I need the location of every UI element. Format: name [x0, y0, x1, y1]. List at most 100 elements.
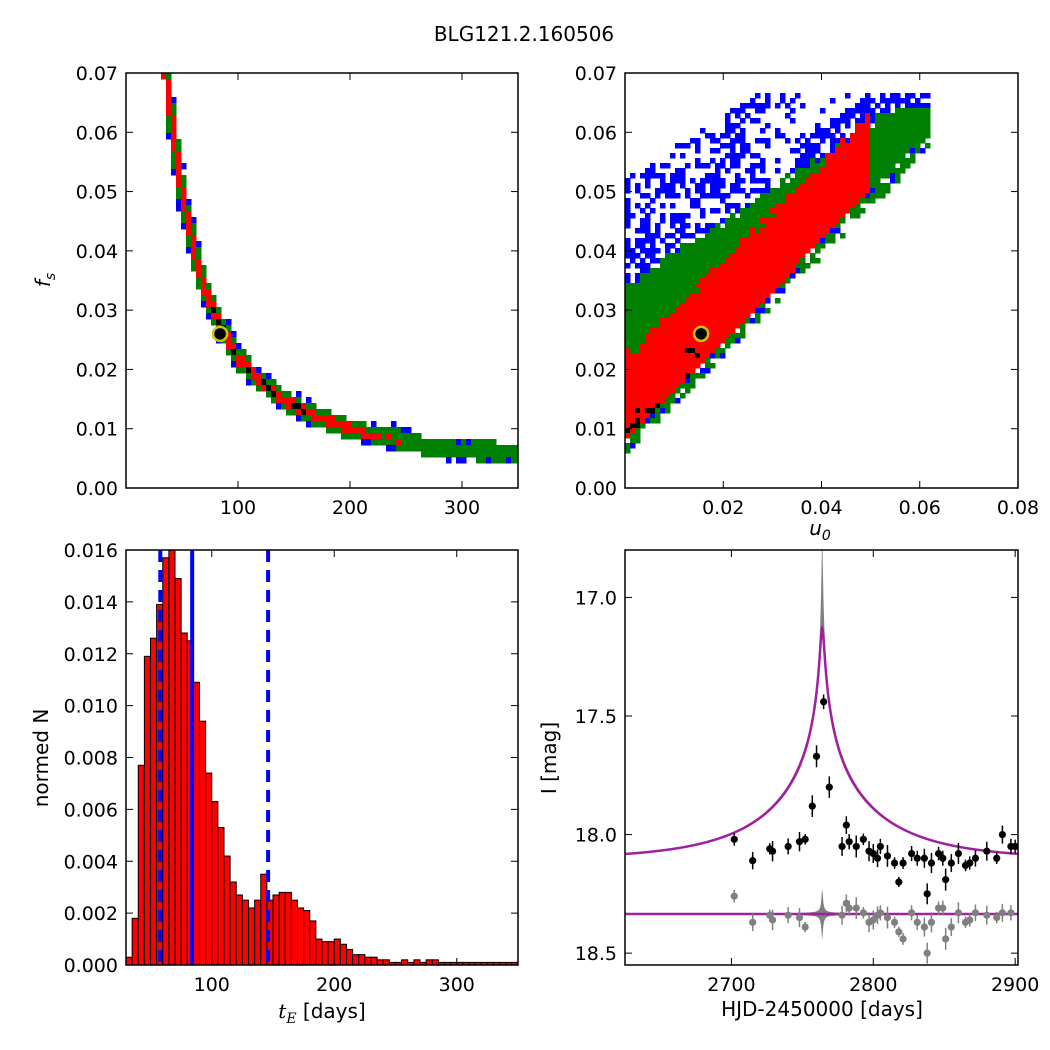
heatmap-cell — [650, 413, 656, 419]
histogram-bar — [327, 941, 335, 965]
heatmap-cell — [875, 143, 881, 149]
heatmap-cell — [640, 383, 646, 389]
heatmap-cell — [735, 333, 741, 339]
heatmap-cell — [695, 353, 701, 359]
heatmap-cell — [795, 138, 801, 144]
heatmap-cell — [870, 178, 876, 184]
heatmap-cell — [750, 303, 756, 309]
heatmap-cell — [815, 188, 821, 194]
heatmap-cell — [885, 133, 891, 139]
heatmap-cell — [840, 233, 846, 239]
histogram-bar — [248, 907, 256, 965]
heatmap-cell — [800, 188, 806, 194]
heatmap-cell — [675, 168, 681, 174]
heatmap-cell — [785, 263, 791, 269]
heatmap-cell — [740, 188, 746, 194]
heatmap-cell — [296, 409, 302, 416]
heatmap-cell — [406, 439, 412, 446]
heatmap-cell — [351, 427, 357, 434]
heatmap-cell — [411, 445, 417, 452]
histogram-bar — [346, 948, 354, 965]
heatmap-cell — [206, 313, 212, 320]
heatmap-cell — [895, 118, 901, 124]
heatmap-cell — [670, 268, 676, 274]
heatmap-cell — [720, 238, 726, 244]
heatmap-cell — [705, 248, 711, 254]
heatmap-cell — [665, 313, 671, 319]
heatmap-cell — [815, 203, 821, 209]
heatmap-cell — [865, 113, 871, 119]
heatmap-cell — [725, 238, 731, 244]
heatmap-cell — [825, 233, 831, 239]
heatmap-cell — [640, 318, 646, 324]
heatmap-cell — [725, 273, 731, 279]
heatmap-cell — [815, 123, 821, 129]
heatmap-cell — [625, 338, 631, 344]
heatmap-cell — [436, 439, 442, 446]
heatmap-cell — [645, 288, 651, 294]
heatmap-cell — [720, 183, 726, 189]
heatmap-cell — [690, 138, 696, 144]
heatmap-cell — [635, 378, 641, 384]
heatmap-cell — [660, 188, 666, 194]
heatmap-cell — [905, 128, 911, 134]
heatmap-cell — [685, 353, 691, 359]
heatmap-cell — [755, 238, 761, 244]
heatmap-cell — [645, 293, 651, 299]
heatmap-cell — [695, 268, 701, 274]
plot-area-fs-u0 — [625, 93, 931, 454]
data-point — [784, 842, 792, 851]
y-tick-label: 0.010 — [64, 696, 118, 718]
x-tick-label: 2900 — [991, 974, 1039, 996]
heatmap-cell — [880, 173, 886, 179]
heatmap-cell — [860, 103, 866, 109]
heatmap-cell — [895, 103, 901, 109]
heatmap-cell — [680, 248, 686, 254]
x-tick-label: 0.04 — [800, 497, 842, 519]
heatmap-cell — [765, 273, 771, 279]
heatmap-cell — [705, 228, 711, 234]
heatmap-cell — [685, 358, 691, 364]
heatmap-cell — [655, 398, 661, 404]
heatmap-cell — [785, 243, 791, 249]
heatmap-cell — [635, 348, 641, 354]
heatmap-cell — [755, 248, 761, 254]
heatmap-cell — [685, 338, 691, 344]
heatmap-cell — [371, 439, 377, 446]
heatmap-cell — [885, 168, 891, 174]
heatmap-cell — [710, 273, 716, 279]
heatmap-cell — [720, 233, 726, 239]
residual-point — [883, 913, 892, 922]
data-point — [923, 890, 931, 898]
heatmap-cell — [715, 273, 721, 279]
heatmap-cell — [516, 451, 518, 458]
heatmap-cell — [765, 143, 771, 149]
heatmap-cell — [855, 128, 861, 134]
heatmap-cell — [685, 333, 691, 339]
heatmap-cell — [820, 183, 826, 189]
heatmap-cell — [745, 203, 751, 209]
heatmap-cell — [745, 283, 751, 289]
heatmap-cell — [675, 338, 681, 344]
heatmap-cell — [650, 198, 656, 204]
histogram-bar — [303, 910, 311, 965]
heatmap-cell — [850, 208, 856, 214]
heatmap-cell — [166, 73, 172, 80]
heatmap-cell — [386, 439, 392, 446]
heatmap-cell — [705, 368, 711, 374]
heatmap-cell — [730, 143, 736, 149]
heatmap-cell — [755, 153, 761, 159]
heatmap-cell — [650, 353, 656, 359]
data-point — [927, 859, 936, 867]
histogram-bar — [315, 938, 323, 965]
heatmap-cell — [665, 293, 671, 299]
heatmap-cell — [825, 153, 831, 159]
heatmap-cell — [451, 451, 457, 458]
heatmap-cell — [650, 318, 656, 324]
heatmap-cell — [875, 163, 881, 169]
heatmap-cell — [700, 253, 706, 259]
heatmap-cell — [780, 193, 786, 199]
heatmap-cell — [186, 223, 192, 230]
y-tick-label: 0.02 — [76, 359, 118, 381]
heatmap-cell — [316, 415, 322, 422]
